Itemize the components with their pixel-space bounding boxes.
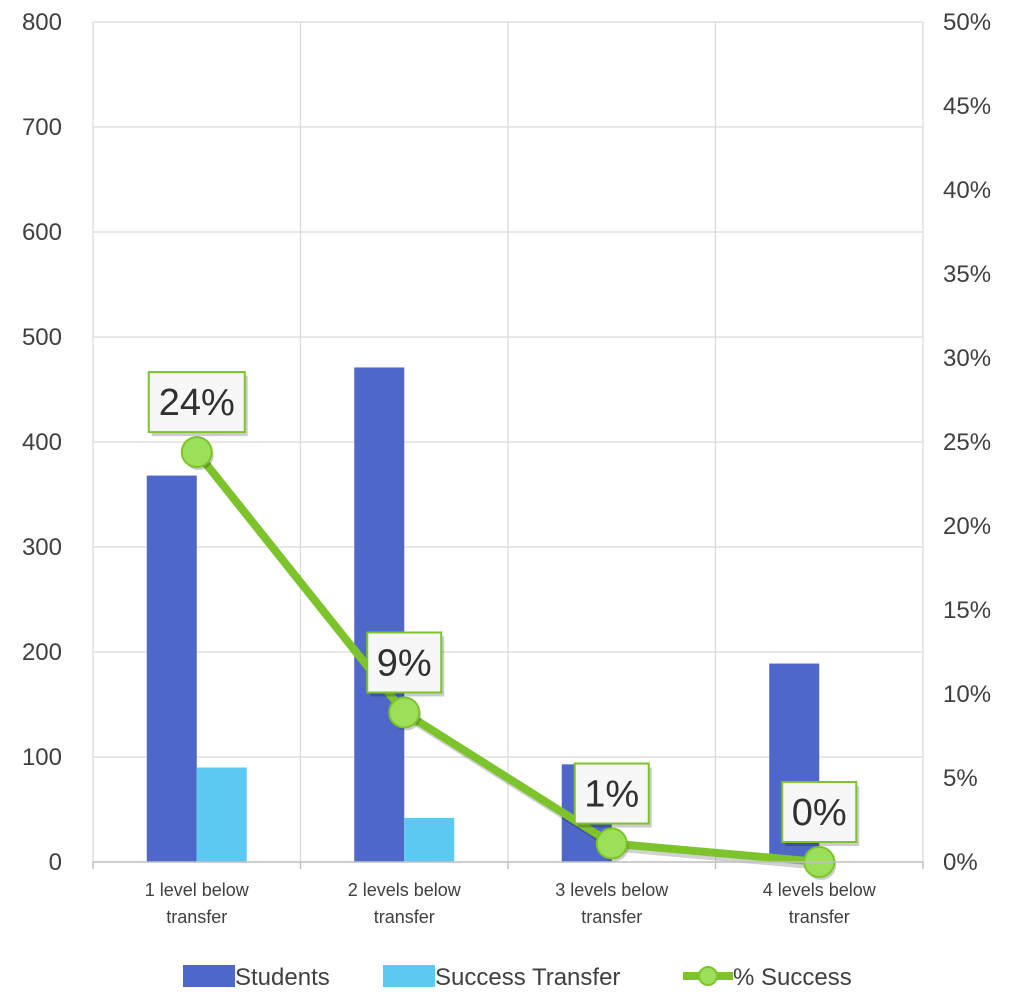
right-axis-tick-label: 45% [943, 93, 991, 120]
legend--success-marker [698, 966, 718, 986]
gridlines [92, 21, 924, 863]
category-label: 4 levels below [763, 880, 877, 900]
line-shadow [196, 453, 823, 870]
legend-success-transfer-swatch [383, 965, 435, 987]
data-label: 1% [584, 774, 639, 816]
legend-students-label: Students [235, 964, 330, 991]
right-axis-tick-label: 50% [943, 9, 991, 36]
category-labels: 1 level below transfer 2 levels below trans… [145, 880, 877, 927]
category-label: transfer [789, 907, 850, 927]
right-axis-tick-label: 40% [943, 177, 991, 204]
left-axis-tick-label: 300 [22, 534, 62, 561]
category-label: transfer [374, 907, 435, 927]
data-labels: 24% 9% 1% 0% [147, 371, 860, 846]
data-label: 24% [159, 382, 235, 424]
data-label-box [147, 371, 246, 434]
category-label: transfer [581, 907, 642, 927]
bar-success-transfer [404, 817, 455, 862]
left-axis-tick-label: 200 [22, 639, 62, 666]
legend: Students Success Transfer % Success [183, 964, 852, 991]
category-label: 1 level below [145, 880, 250, 900]
left-axis-tick-label: 500 [22, 324, 62, 351]
legend--success-label: % Success [733, 964, 852, 991]
axes: 0 100 200 300 400 500 600 700 800 0% 5% 10% 15% 20% 25… [22, 9, 991, 876]
left-axis-tick-label: 0 [49, 849, 62, 876]
right-axis-tick-label: 35% [943, 261, 991, 288]
left-axis-tick-label: 400 [22, 429, 62, 456]
right-axis-tick-label: 5% [943, 765, 978, 792]
left-axis-tick-label: 700 [22, 114, 62, 141]
category-label: 2 levels below [348, 880, 462, 900]
line-marker [388, 696, 421, 729]
data-label-box [781, 781, 858, 843]
data-label-box [573, 762, 650, 825]
line-marker [180, 436, 213, 469]
right-axis-tick-label: 25% [943, 429, 991, 456]
category-label: transfer [166, 907, 227, 927]
right-axis-tick-label: 20% [943, 513, 991, 540]
category-label: 3 levels below [555, 880, 669, 900]
bar-students [146, 475, 197, 862]
legend-students-swatch [183, 965, 235, 987]
success-line-path [192, 448, 824, 866]
bar-success-transfer [196, 767, 247, 862]
success-line [180, 436, 837, 880]
left-axis-tick-label: 600 [22, 219, 62, 246]
right-axis-tick-label: 10% [943, 681, 991, 708]
right-axis-tick-label: 30% [943, 345, 991, 372]
bar-students [354, 367, 405, 862]
right-axis-tick-label: 15% [943, 597, 991, 624]
left-axis-tick-label: 800 [22, 9, 62, 36]
line-marker [595, 827, 628, 860]
right-axis-tick-label: 0% [943, 849, 978, 876]
left-axis-tick-label: 100 [22, 744, 62, 771]
data-label: 9% [377, 642, 432, 684]
data-label-box [366, 631, 443, 694]
legend-success-transfer-label: Success Transfer [435, 964, 620, 991]
data-label: 0% [792, 792, 847, 834]
